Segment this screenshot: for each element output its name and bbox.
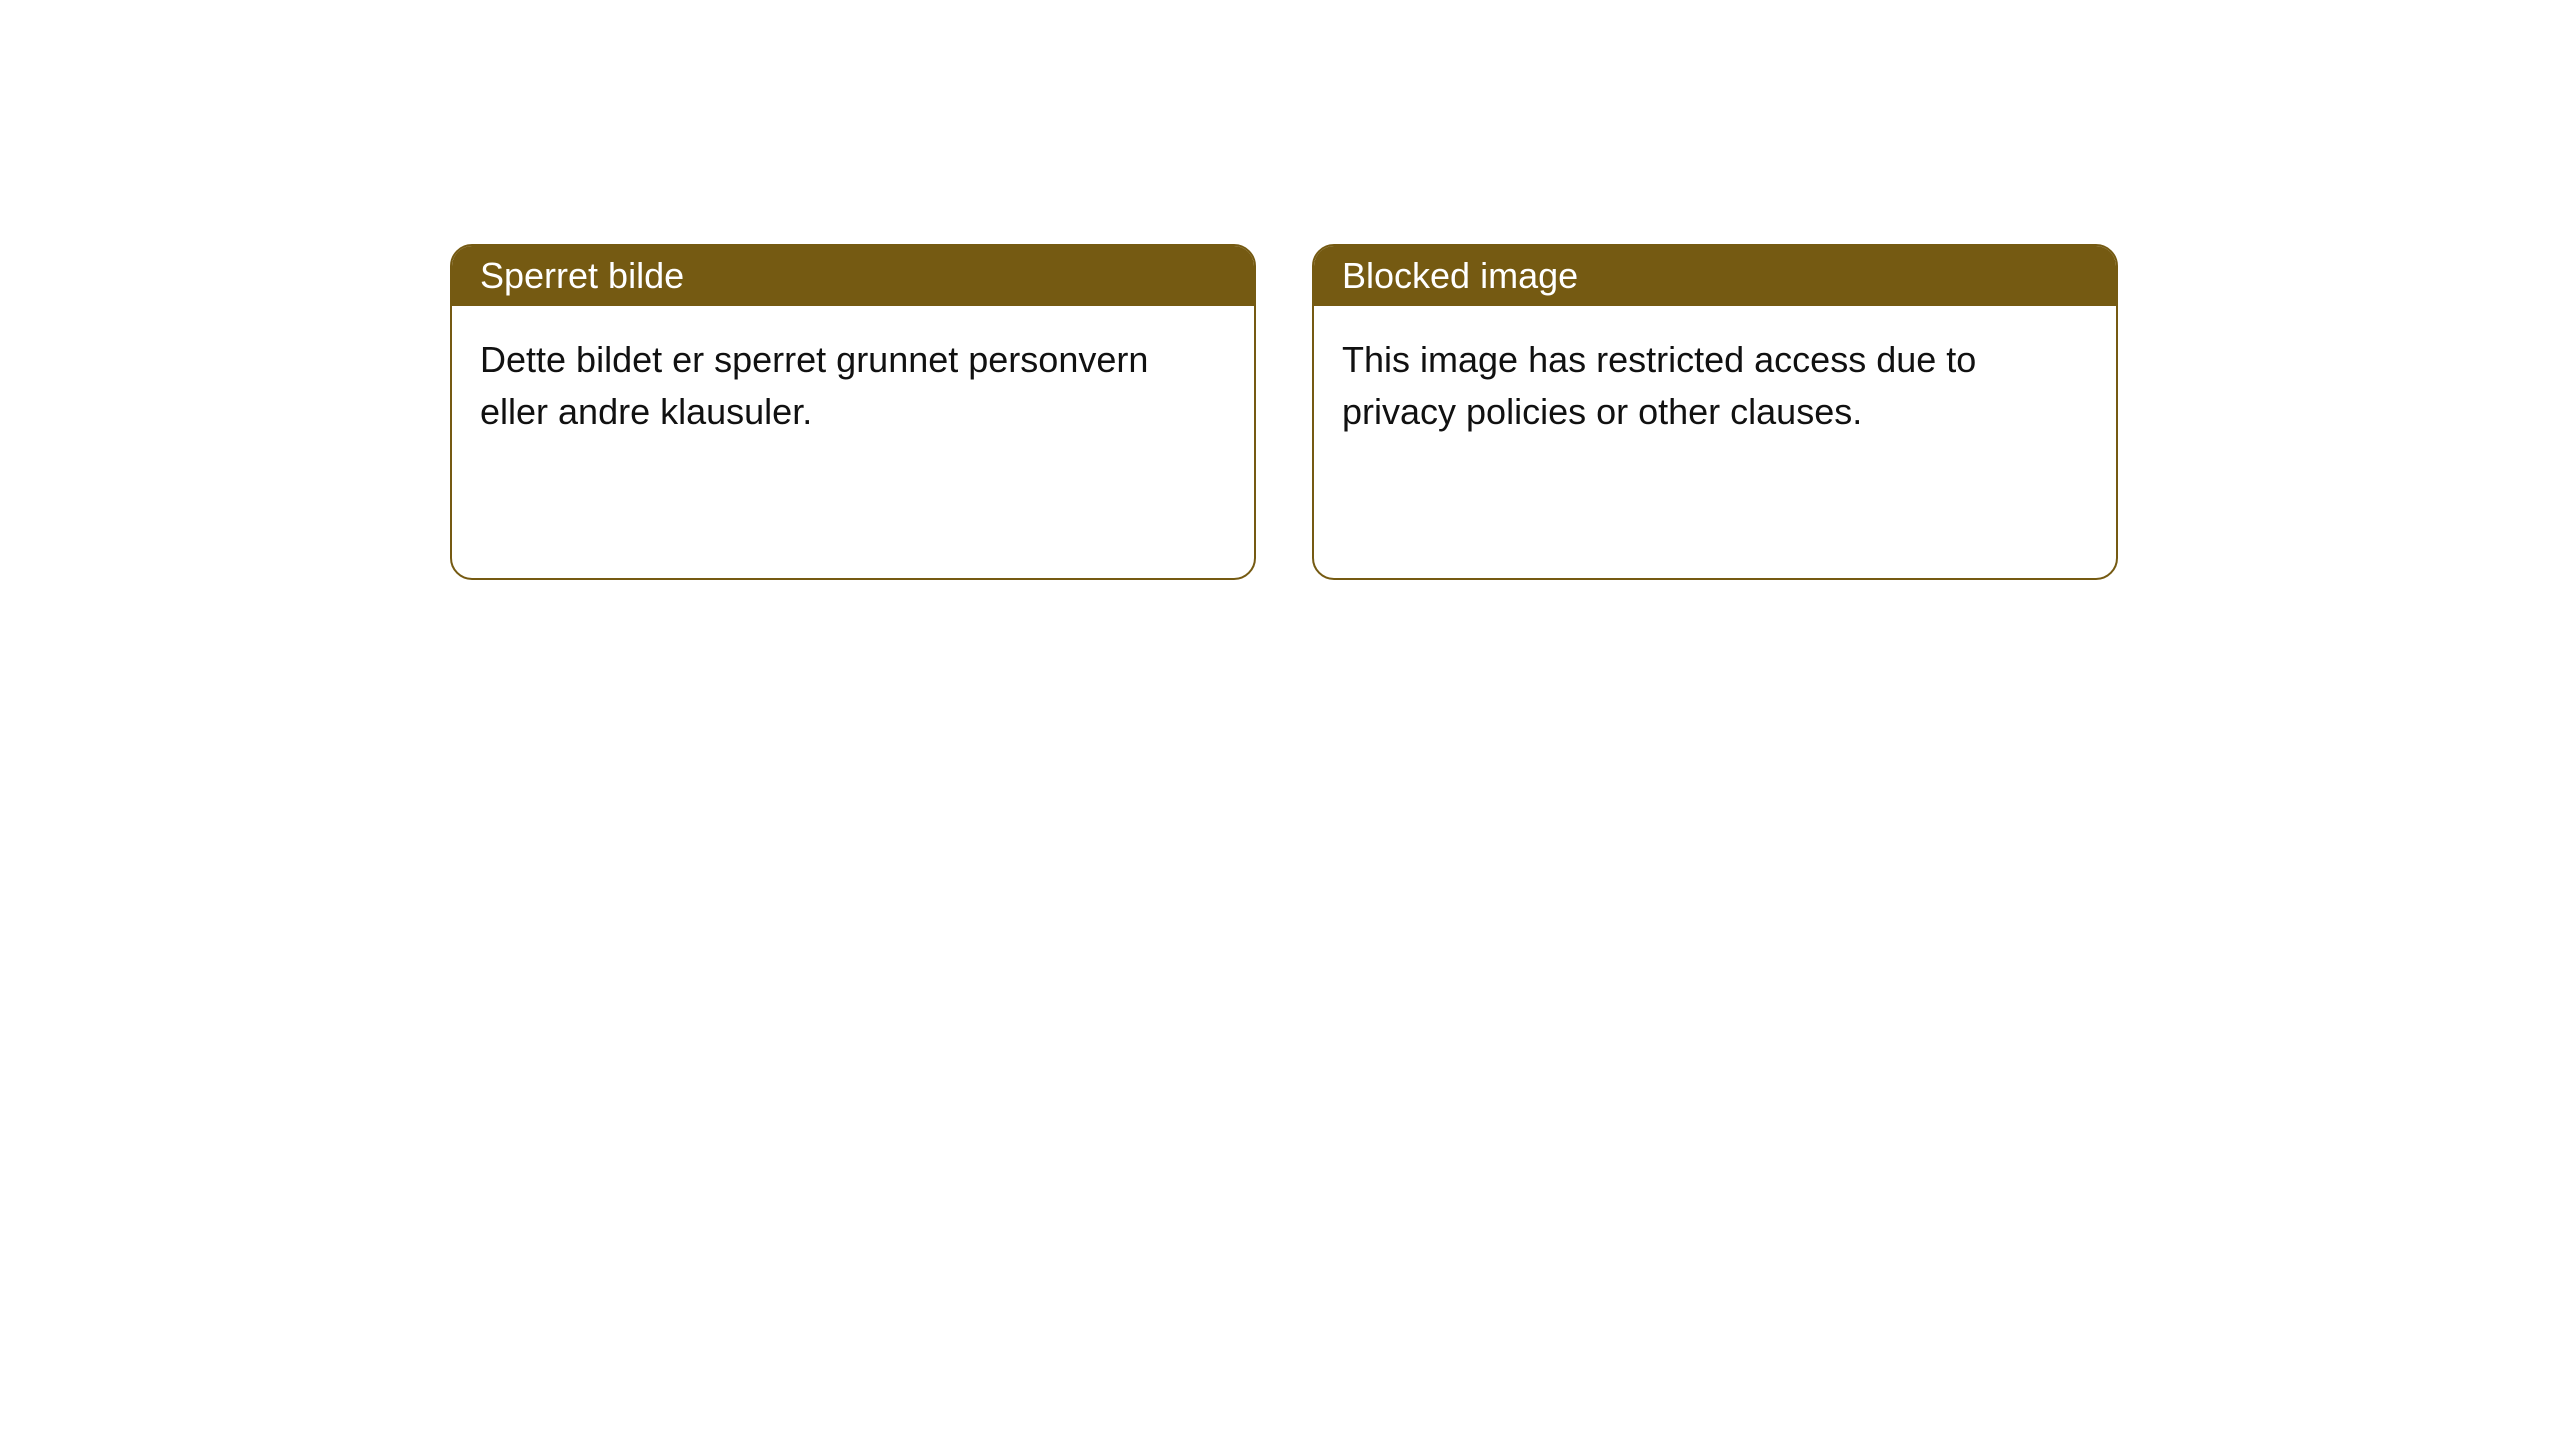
notice-card-body: Dette bildet er sperret grunnet personve…	[452, 306, 1254, 438]
notice-row: Sperret bilde Dette bildet er sperret gr…	[450, 244, 2118, 580]
notice-card-body-text: Dette bildet er sperret grunnet personve…	[480, 339, 1148, 432]
notice-card-header: Sperret bilde	[452, 246, 1254, 306]
notice-card-body-text: This image has restricted access due to …	[1342, 339, 1976, 432]
notice-card-norwegian: Sperret bilde Dette bildet er sperret gr…	[450, 244, 1256, 580]
notice-card-body: This image has restricted access due to …	[1314, 306, 2116, 438]
notice-card-header: Blocked image	[1314, 246, 2116, 306]
notice-card-english: Blocked image This image has restricted …	[1312, 244, 2118, 580]
notice-card-title: Sperret bilde	[480, 255, 684, 297]
notice-card-title: Blocked image	[1342, 255, 1578, 297]
